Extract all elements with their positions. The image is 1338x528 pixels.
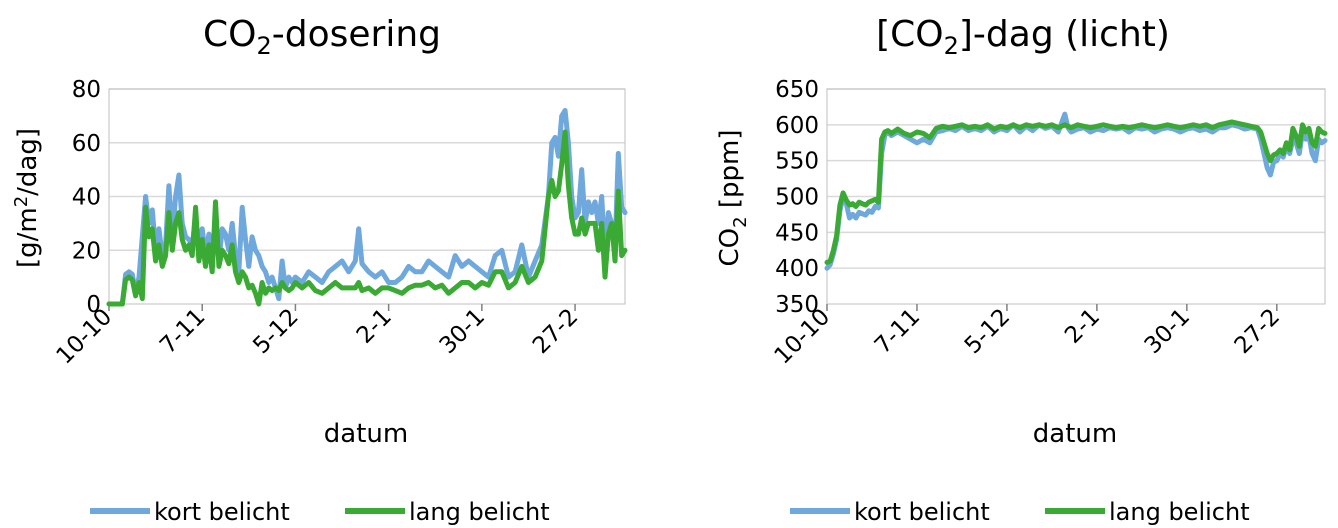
y-tick-label: 60 — [72, 131, 101, 157]
legend: kort belicht lang belicht — [90, 498, 550, 526]
chart-title: [CO2]-dag (licht) — [876, 14, 1170, 60]
legend-label-kort: kort belicht — [854, 498, 990, 526]
plot-frame — [826, 88, 1326, 305]
y-tick-label: 600 — [775, 113, 819, 139]
y-tick-label: 500 — [775, 185, 819, 211]
legend-label-lang: lang belicht — [1109, 498, 1250, 526]
plot-frame — [108, 88, 626, 305]
plot-area: 0 20 40 60 80 10-10 7-11 5-12 2-1 30-1 27-2 — [52, 77, 628, 370]
y-tick-label: 400 — [775, 256, 819, 282]
chart-panel-co2-dag: [CO2]-dag (licht) CO2 [ppm] datum kort b… — [669, 0, 1338, 528]
y-tick-label: 80 — [72, 77, 101, 103]
legend-label-lang: lang belicht — [409, 498, 550, 526]
co2-dag-chart: [CO2]-dag (licht) CO2 [ppm] datum kort b… — [715, 14, 1328, 526]
y-tick-label: 40 — [72, 185, 101, 211]
y-tick-label: 650 — [775, 77, 819, 103]
chart-title: CO2-dosering — [203, 14, 441, 60]
x-axis-label: datum — [324, 419, 408, 449]
x-tick-label: 7-11 — [155, 304, 210, 359]
x-tick-label: 7-11 — [870, 304, 925, 359]
y-tick-label: 550 — [775, 149, 819, 175]
series-line-kort-belicht — [824, 111, 1328, 271]
y-tick-label: 450 — [775, 220, 819, 246]
x-tick-label: 2-1 — [1060, 304, 1105, 349]
legend-label-kort: kort belicht — [154, 498, 290, 526]
chart-panel-dosering: CO2-dosering [g/m2/dag] datum kort belic… — [11, 14, 628, 526]
series-line-lang-belicht — [824, 119, 1328, 265]
y-axis-label: CO2 [ppm] — [715, 130, 751, 267]
x-tick-label: 30-1 — [1140, 304, 1195, 359]
series-line-lang-belicht — [106, 129, 628, 307]
x-tick-label: 27-2 — [1230, 304, 1285, 359]
x-tick-label: 27-2 — [528, 304, 583, 359]
y-tick-label: 20 — [72, 238, 101, 264]
legend: kort belicht lang belicht — [790, 498, 1250, 526]
y-axis-label: [g/m2/dag] — [11, 128, 43, 268]
x-axis-label: datum — [1033, 419, 1117, 449]
y-tick-label: 0 — [86, 292, 101, 318]
x-tick-label: 30-1 — [435, 304, 490, 359]
x-tick-label: 5-12 — [248, 304, 303, 359]
x-tick-label: 2-1 — [352, 304, 397, 349]
x-tick-label: 5-12 — [960, 304, 1015, 359]
x-tick-label: 10-10 — [52, 304, 118, 370]
dosering-chart: CO2-dosering [g/m2/dag] datum kort belic… — [11, 14, 628, 526]
y-tick-label: 350 — [775, 292, 819, 318]
